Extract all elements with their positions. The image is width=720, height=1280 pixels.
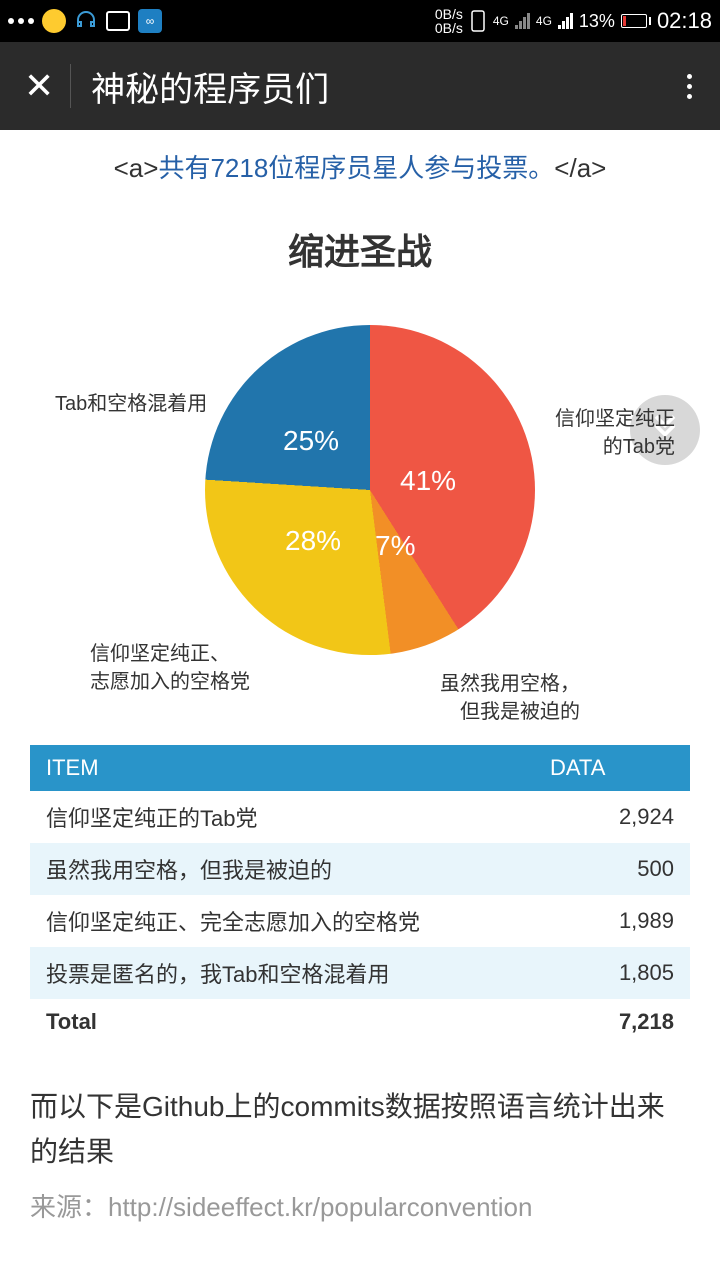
app-icon: ∞ — [138, 9, 162, 33]
pie-percent: 41% — [400, 465, 456, 497]
net-speed: 0B/s 0B/s — [435, 7, 463, 35]
close-button[interactable]: ✕ — [16, 65, 70, 107]
table-body: 信仰坚定纯正的Tab党2,924虽然我用空格，但我是被迫的500信仰坚定纯正、完… — [30, 791, 690, 1045]
cell-data: 1,805 — [490, 947, 690, 999]
title-bar: ✕ 神秘的程序员们 — [0, 42, 720, 130]
chart-title: 缩进圣战 — [30, 223, 690, 275]
body-text: 而以下是Github上的commits数据按照语言统计出来的结果 — [30, 1085, 690, 1175]
pie-label: Tab和空格混着用 — [55, 390, 207, 418]
pie-percent: 28% — [285, 525, 341, 557]
table-row: 信仰坚定纯正的Tab党2,924 — [30, 791, 690, 843]
signal-bars-2 — [558, 13, 573, 29]
cell-item: 投票是匿名的，我Tab和空格混着用 — [30, 947, 490, 999]
intro-link[interactable]: 共有7218位程序员星人参与投票。 — [158, 153, 554, 183]
title-separator — [70, 64, 71, 108]
net-speed-up: 0B/s — [435, 7, 463, 21]
status-bar: ∞ 0B/s 0B/s 4G 4G 13% 02:18 — [0, 0, 720, 42]
intro-tag-close: </a> — [554, 153, 606, 183]
intro-line: <a>共有7218位程序员星人参与投票。</a> — [30, 140, 690, 195]
battery-percent: 13% — [579, 11, 615, 32]
camera-icon — [106, 11, 130, 31]
pie-label: 信仰坚定纯正、志愿加入的空格党 — [90, 640, 250, 696]
content-area: <a>共有7218位程序员星人参与投票。</a> 缩进圣战 信仰坚定纯正的Tab… — [0, 130, 720, 1234]
cell-data: 2,924 — [490, 791, 690, 843]
pie-percent: 25% — [283, 425, 339, 457]
chat-icon — [42, 9, 66, 33]
cell-data: 7,218 — [490, 999, 690, 1045]
net-type-1: 4G — [493, 14, 509, 28]
page-title: 神秘的程序员们 — [91, 62, 675, 111]
table-row: 虽然我用空格，但我是被迫的500 — [30, 843, 690, 895]
cell-item: 信仰坚定纯正、完全志愿加入的空格党 — [30, 895, 490, 947]
pie-label: 信仰坚定纯正的Tab党 — [555, 405, 675, 461]
battery-fill — [623, 16, 626, 26]
phone-icon — [469, 10, 487, 32]
data-table: ITEM DATA 信仰坚定纯正的Tab党2,924虽然我用空格，但我是被迫的5… — [30, 745, 690, 1045]
net-type-2: 4G — [536, 14, 552, 28]
cell-item: 虽然我用空格，但我是被迫的 — [30, 843, 490, 895]
more-icon — [8, 18, 34, 24]
status-right: 0B/s 0B/s 4G 4G 13% 02:18 — [435, 7, 712, 35]
cell-item: Total — [30, 999, 490, 1045]
col-item: ITEM — [30, 745, 490, 791]
table-row: 信仰坚定纯正、完全志愿加入的空格党1,989 — [30, 895, 690, 947]
battery-icon — [621, 14, 651, 28]
cell-item: 信仰坚定纯正的Tab党 — [30, 791, 490, 843]
pie-percent: 7% — [375, 530, 415, 562]
table-header-row: ITEM DATA — [30, 745, 690, 791]
clock: 02:18 — [657, 8, 712, 34]
source-text: 来源：http://sideeffect.kr/popularconventio… — [30, 1187, 690, 1224]
pie-label: 虽然我用空格，但我是被迫的 — [440, 670, 580, 726]
col-data: DATA — [490, 745, 690, 791]
headset-icon — [74, 9, 98, 33]
net-speed-down: 0B/s — [435, 21, 463, 35]
pie-graphic — [205, 325, 535, 655]
menu-button[interactable] — [675, 74, 704, 99]
intro-tag-open: <a> — [114, 153, 159, 183]
table-row: Total7,218 — [30, 999, 690, 1045]
table-row: 投票是匿名的，我Tab和空格混着用1,805 — [30, 947, 690, 999]
pie-chart: 信仰坚定纯正的Tab党41%虽然我用空格，但我是被迫的7%信仰坚定纯正、志愿加入… — [30, 295, 690, 715]
signal-bars-1 — [515, 13, 530, 29]
cell-data: 500 — [490, 843, 690, 895]
status-left: ∞ — [8, 9, 162, 33]
cell-data: 1,989 — [490, 895, 690, 947]
